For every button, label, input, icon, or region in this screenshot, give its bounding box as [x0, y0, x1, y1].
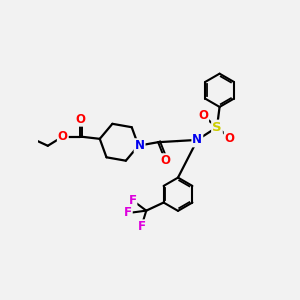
Text: O: O	[75, 113, 85, 126]
Text: F: F	[124, 206, 132, 219]
Text: N: N	[192, 134, 202, 146]
Text: F: F	[138, 220, 146, 233]
Text: S: S	[212, 121, 222, 134]
Text: O: O	[225, 131, 235, 145]
Text: O: O	[198, 109, 208, 122]
Text: F: F	[128, 194, 136, 207]
Text: N: N	[135, 139, 145, 152]
Text: O: O	[160, 154, 170, 167]
Text: O: O	[58, 130, 68, 143]
